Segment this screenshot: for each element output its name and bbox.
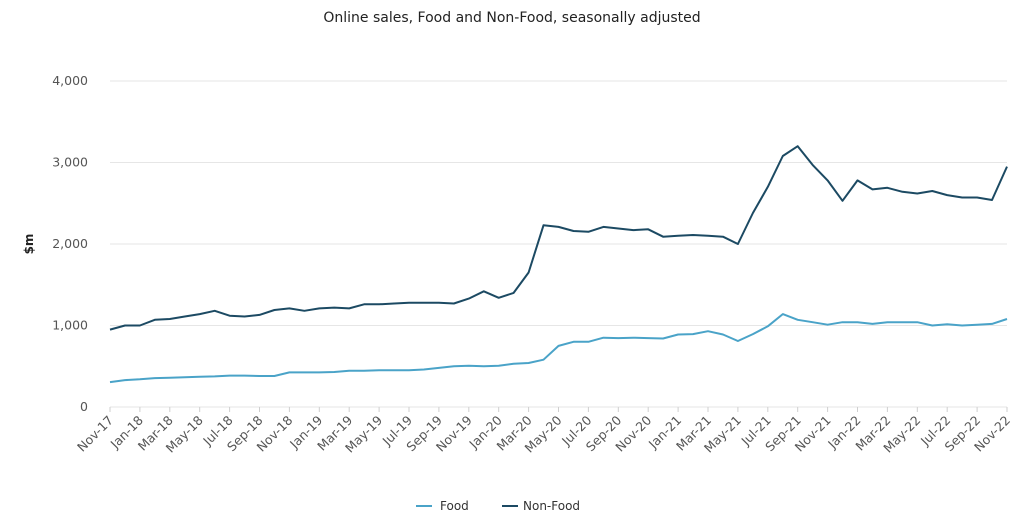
legend[interactable]: Food Non-Food	[416, 499, 580, 513]
x-tick-label: Nov-17	[74, 413, 116, 455]
y-tick-label: 3,000	[52, 155, 88, 170]
y-tick-label: 1,000	[52, 318, 88, 333]
y-axis-label: $m	[22, 234, 36, 255]
legend-item-food[interactable]: Food	[416, 499, 469, 513]
series-line-non-food[interactable]	[109, 145, 1008, 331]
legend-label-food: Food	[440, 499, 469, 513]
y-tick-label: 2,000	[52, 236, 88, 251]
y-tick-label: 4,000	[52, 73, 88, 88]
chart-title: Online sales, Food and Non-Food, seasona…	[323, 10, 700, 26]
gridlines	[110, 80, 1007, 408]
legend-item-non-food[interactable]: Non-Food	[502, 499, 580, 513]
y-axis-ticks: 0 1,000 2,000 3,000 4,000	[52, 73, 88, 414]
x-axis-ticks: Nov-17Jan-18Mar-18May-18Jul-18Sep-18Nov-…	[74, 407, 1013, 456]
legend-label-non-food: Non-Food	[523, 499, 580, 513]
series-line-food[interactable]	[109, 313, 1008, 384]
series-lines	[109, 145, 1008, 384]
y-tick-label: 0	[80, 399, 88, 414]
